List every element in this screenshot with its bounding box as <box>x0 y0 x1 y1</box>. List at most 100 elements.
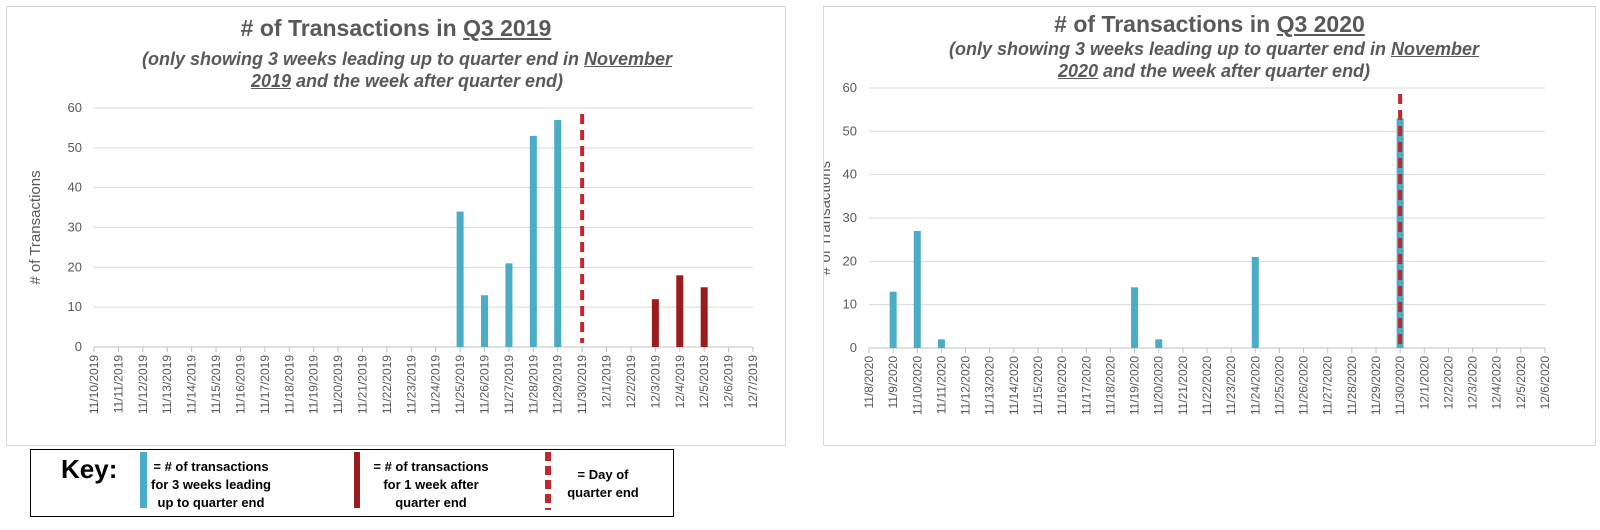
x-tick-label: 11/14/2019 <box>185 355 199 414</box>
x-tick-label: 12/6/2020 <box>1538 356 1552 410</box>
bar <box>529 135 537 347</box>
y-axis-label: # of Transactions <box>824 161 834 275</box>
chart-title: # of Transactions in Q3 2020 <box>1054 11 1365 37</box>
x-tick-label: 11/21/2020 <box>1176 356 1190 415</box>
key-label-line: for 3 weeks leading <box>151 477 271 492</box>
key-label-before: = # of transactions for 3 weeks leading … <box>151 458 271 512</box>
x-tick-label: 12/7/2019 <box>746 355 760 409</box>
x-tick-label: 11/30/2019 <box>575 355 589 414</box>
y-tick-label: 20 <box>843 253 857 268</box>
key-swatch-before <box>140 452 147 508</box>
x-tick-label: 11/27/2020 <box>1321 356 1335 415</box>
key-label-line: quarter end <box>395 495 467 510</box>
chart-title: # of Transactions in Q3 2019 <box>240 15 552 41</box>
x-tick-label: 11/19/2019 <box>307 355 321 414</box>
x-tick-label: 11/11/2019 <box>111 355 125 414</box>
key-label-line: = # of transactions <box>153 459 269 474</box>
x-tick-label: 11/24/2019 <box>429 355 443 414</box>
y-tick-label: 50 <box>843 123 857 138</box>
x-tick-label: 12/2/2019 <box>624 355 638 409</box>
y-tick-label: 10 <box>843 297 857 312</box>
bar <box>676 275 684 347</box>
y-tick-label: 40 <box>843 167 857 182</box>
key-label-line: up to quarter end <box>157 495 265 510</box>
key-label-line: quarter end <box>567 485 639 500</box>
chart-panel-2019: # of Transactions in Q3 2019 (only showi… <box>6 6 786 446</box>
chart-panel-2020: # of Transactions in Q3 2020 (only showi… <box>823 6 1596 446</box>
y-tick-label: 0 <box>850 340 857 355</box>
x-tick-label: 11/18/2020 <box>1103 356 1117 415</box>
bar <box>651 299 659 347</box>
x-tick-label: 11/23/2020 <box>1224 356 1238 415</box>
key-label-line: = # of transactions <box>373 459 489 474</box>
y-tick-label: 30 <box>68 220 82 235</box>
x-tick-label: 11/27/2019 <box>502 355 516 414</box>
x-tick-label: 11/25/2020 <box>1272 356 1286 415</box>
x-tick-label: 11/26/2020 <box>1297 356 1311 415</box>
bar <box>1155 339 1163 348</box>
y-tick-label: 60 <box>843 80 857 95</box>
x-tick-label: 11/26/2019 <box>478 355 492 414</box>
key-title: Key: <box>61 454 118 484</box>
key-label-line: for 1 week after <box>383 477 479 492</box>
x-tick-label: 11/17/2019 <box>258 355 272 414</box>
x-tick-label: 11/12/2019 <box>136 355 150 414</box>
x-tick-label: 12/5/2020 <box>1514 356 1528 410</box>
bar <box>937 339 945 348</box>
x-tick-label: 11/9/2020 <box>886 356 900 409</box>
x-tick-label: 11/22/2019 <box>380 355 394 414</box>
x-tick-label: 12/2/2020 <box>1441 356 1455 410</box>
bar <box>1131 287 1139 348</box>
x-tick-label: 11/12/2020 <box>959 356 973 415</box>
key-label-quarter-end: = Day of quarter end <box>553 466 653 502</box>
x-tick-label: 11/14/2020 <box>1007 356 1021 415</box>
x-tick-label: 11/29/2020 <box>1369 356 1383 415</box>
x-tick-label: 12/4/2019 <box>673 355 687 409</box>
bar <box>554 119 562 347</box>
y-tick-label: 40 <box>68 180 82 195</box>
x-tick-label: 12/3/2019 <box>648 355 662 409</box>
x-tick-label: 11/16/2020 <box>1055 356 1069 415</box>
x-tick-label: 12/6/2019 <box>722 355 736 409</box>
chart-subtitle: (only showing 3 weeks leading up to quar… <box>948 39 1480 81</box>
bar <box>505 263 513 347</box>
x-tick-label: 11/19/2020 <box>1128 356 1142 415</box>
x-tick-label: 12/5/2019 <box>697 355 711 409</box>
x-tick-label: 11/15/2019 <box>209 355 223 414</box>
x-tick-label: 11/18/2019 <box>282 355 296 414</box>
bar <box>1251 257 1259 348</box>
y-axis-label: # of Transactions <box>27 170 44 284</box>
y-tick-label: 50 <box>68 140 82 155</box>
key-swatch-quarter-end <box>545 452 551 510</box>
bar <box>913 231 921 348</box>
bar <box>1396 118 1404 348</box>
y-tick-label: 20 <box>68 259 82 274</box>
x-tick-label: 11/13/2020 <box>983 356 997 415</box>
x-tick-label: 11/28/2019 <box>526 355 540 414</box>
x-tick-label: 11/29/2019 <box>551 355 565 414</box>
x-tick-label: 12/4/2020 <box>1490 356 1504 410</box>
bar-chart-2020: 0 10 20 30 40 50 60 # of Transactions 11/8/2020 1… <box>824 80 1552 415</box>
x-tick-label: 12/3/2020 <box>1466 356 1480 410</box>
x-tick-label: 11/11/2020 <box>934 356 948 415</box>
x-tick-label: 11/24/2020 <box>1248 356 1262 415</box>
legend-key: Key: = # of transactions for 3 weeks lea… <box>30 449 674 517</box>
bar <box>481 295 489 347</box>
key-label-line: = Day of <box>577 467 629 482</box>
x-tick-label: 11/8/2020 <box>862 356 876 409</box>
y-tick-label: 0 <box>75 339 82 354</box>
key-label-after: = # of transactions for 1 week after qua… <box>366 458 496 512</box>
x-tick-label: 11/28/2020 <box>1345 356 1359 415</box>
x-tick-label: 11/21/2019 <box>355 355 369 414</box>
x-tick-label: 11/25/2019 <box>453 355 467 414</box>
x-tick-label: 11/10/2019 <box>87 355 101 414</box>
y-tick-label: 60 <box>68 100 82 115</box>
x-tick-label: 11/20/2020 <box>1152 356 1166 415</box>
x-tick-label: 11/16/2019 <box>233 355 247 414</box>
x-tick-label: 11/15/2020 <box>1031 356 1045 415</box>
x-tick-label: 11/13/2019 <box>160 355 174 414</box>
y-tick-label: 30 <box>843 210 857 225</box>
x-tick-label: 11/22/2020 <box>1200 356 1214 415</box>
x-tick-label: 11/30/2020 <box>1393 356 1407 415</box>
bar <box>889 291 897 348</box>
